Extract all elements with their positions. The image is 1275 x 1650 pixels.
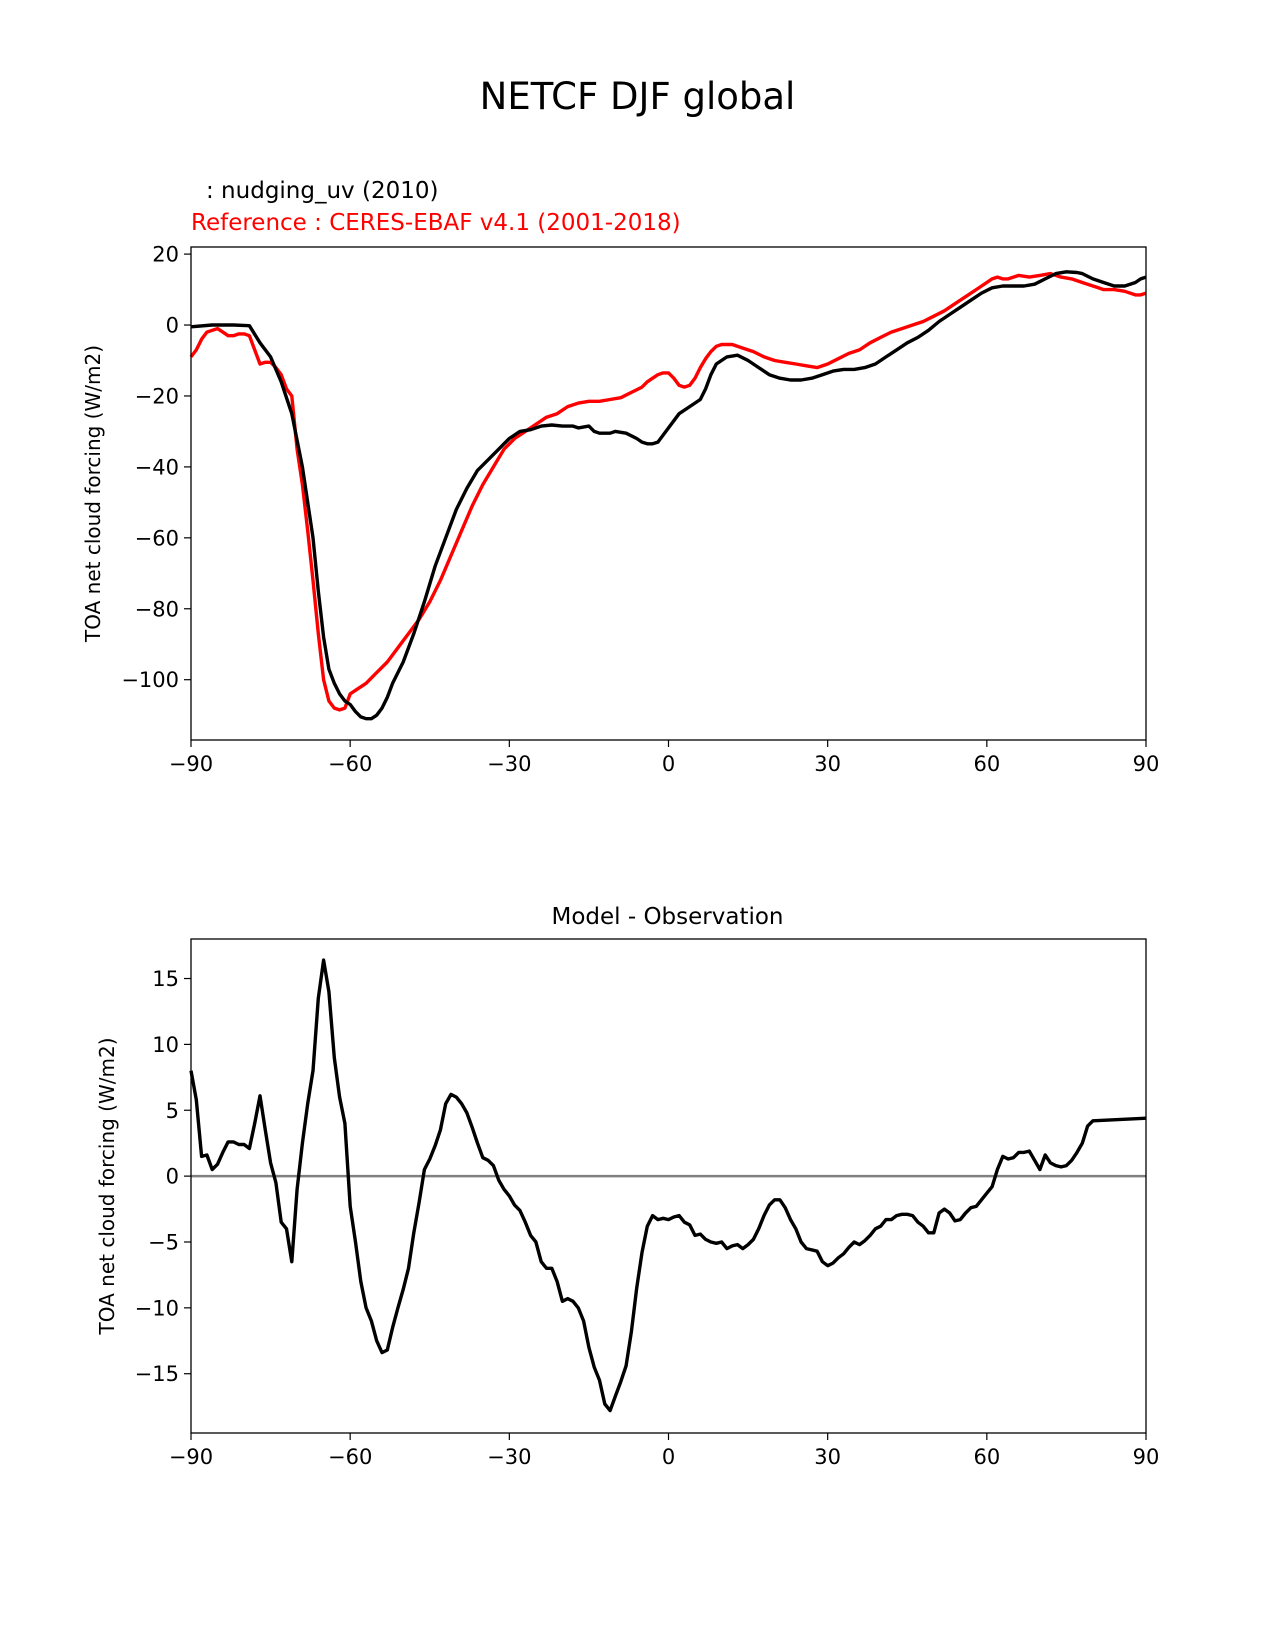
bottom-chart-y-tick-label: −15 (135, 1362, 179, 1386)
top-chart-y-axis-label: TOA net cloud forcing (W/m2) (81, 345, 105, 643)
bottom-chart-series (189, 958, 1147, 1413)
top-chart-plot-frame (190, 246, 1147, 741)
bottom-chart-y-tick-label: 5 (166, 1099, 179, 1123)
figure-title: NETCF DJF global (480, 75, 796, 118)
bottom-chart-series-line-0 (189, 958, 1147, 1413)
top-chart-x-tick-label: 60 (973, 752, 1000, 776)
bottom-chart-plot-frame (190, 938, 1147, 1434)
top-chart-y-tick-label: −20 (135, 384, 179, 408)
bottom-chart-ticks: −90 −60 −30 0 30 60 90 15 10 5 0 −5 −10 −15 (135, 967, 1160, 1469)
top-chart-y-tick-label: −80 (135, 597, 179, 621)
bottom-chart-x-tick-label: −30 (487, 1445, 531, 1469)
bottom-chart-y-tick-label: 10 (152, 1033, 179, 1057)
bottom-chart-title: Model - Observation (551, 904, 783, 930)
top-chart-y-tick-label: −100 (121, 668, 179, 692)
bottom-chart-x-tick-label: 0 (662, 1445, 675, 1469)
top-chart-x-tick-label: −60 (328, 752, 372, 776)
bottom-chart-x-tick-label: 30 (814, 1445, 841, 1469)
bottom-chart-x-tick-label: 90 (1133, 1445, 1160, 1469)
top-chart-x-tick-label: 90 (1133, 752, 1160, 776)
bottom-chart-y-tick-label: 15 (152, 967, 179, 991)
top-chart: : nudging_uv (2010) Reference : CERES-EB… (81, 178, 1159, 776)
bottom-chart-y-tick-label: −10 (135, 1296, 179, 1320)
top-chart-y-tick-label: −40 (135, 455, 179, 479)
top-chart-y-tick-label: 0 (166, 314, 179, 338)
bottom-chart-x-tick-label: −90 (169, 1445, 213, 1469)
top-chart-title-line2: Reference : CERES-EBAF v4.1 (2001-2018) (191, 210, 681, 236)
top-chart-title-line1: : nudging_uv (2010) (206, 178, 438, 204)
bottom-chart-y-tick-label: −5 (148, 1230, 179, 1254)
bottom-chart-x-tick-label: 60 (973, 1445, 1000, 1469)
top-chart-x-tick-label: −30 (487, 752, 531, 776)
top-chart-series-line-0 (190, 270, 1147, 721)
bottom-chart-y-tick-label: 0 (166, 1165, 179, 1189)
bottom-chart-x-tick-label: −60 (328, 1445, 372, 1469)
top-chart-y-tick-label: 20 (152, 243, 179, 267)
top-chart-x-tick-label: −90 (169, 752, 213, 776)
top-chart-series-line-1 (189, 271, 1147, 712)
bottom-chart-y-axis-label: TOA net cloud forcing (W/m2) (95, 1037, 119, 1335)
top-chart-x-tick-label: 30 (814, 752, 841, 776)
top-chart-x-tick-label: 0 (662, 752, 675, 776)
top-chart-y-tick-label: −60 (135, 526, 179, 550)
bottom-chart: Model - Observation TOA net cloud forcin… (95, 904, 1159, 1469)
top-chart-series (189, 270, 1147, 721)
top-chart-ticks: −90 −60 −30 0 30 60 90 20 0 −20 −40 −60 −80 −100 (121, 243, 1159, 776)
